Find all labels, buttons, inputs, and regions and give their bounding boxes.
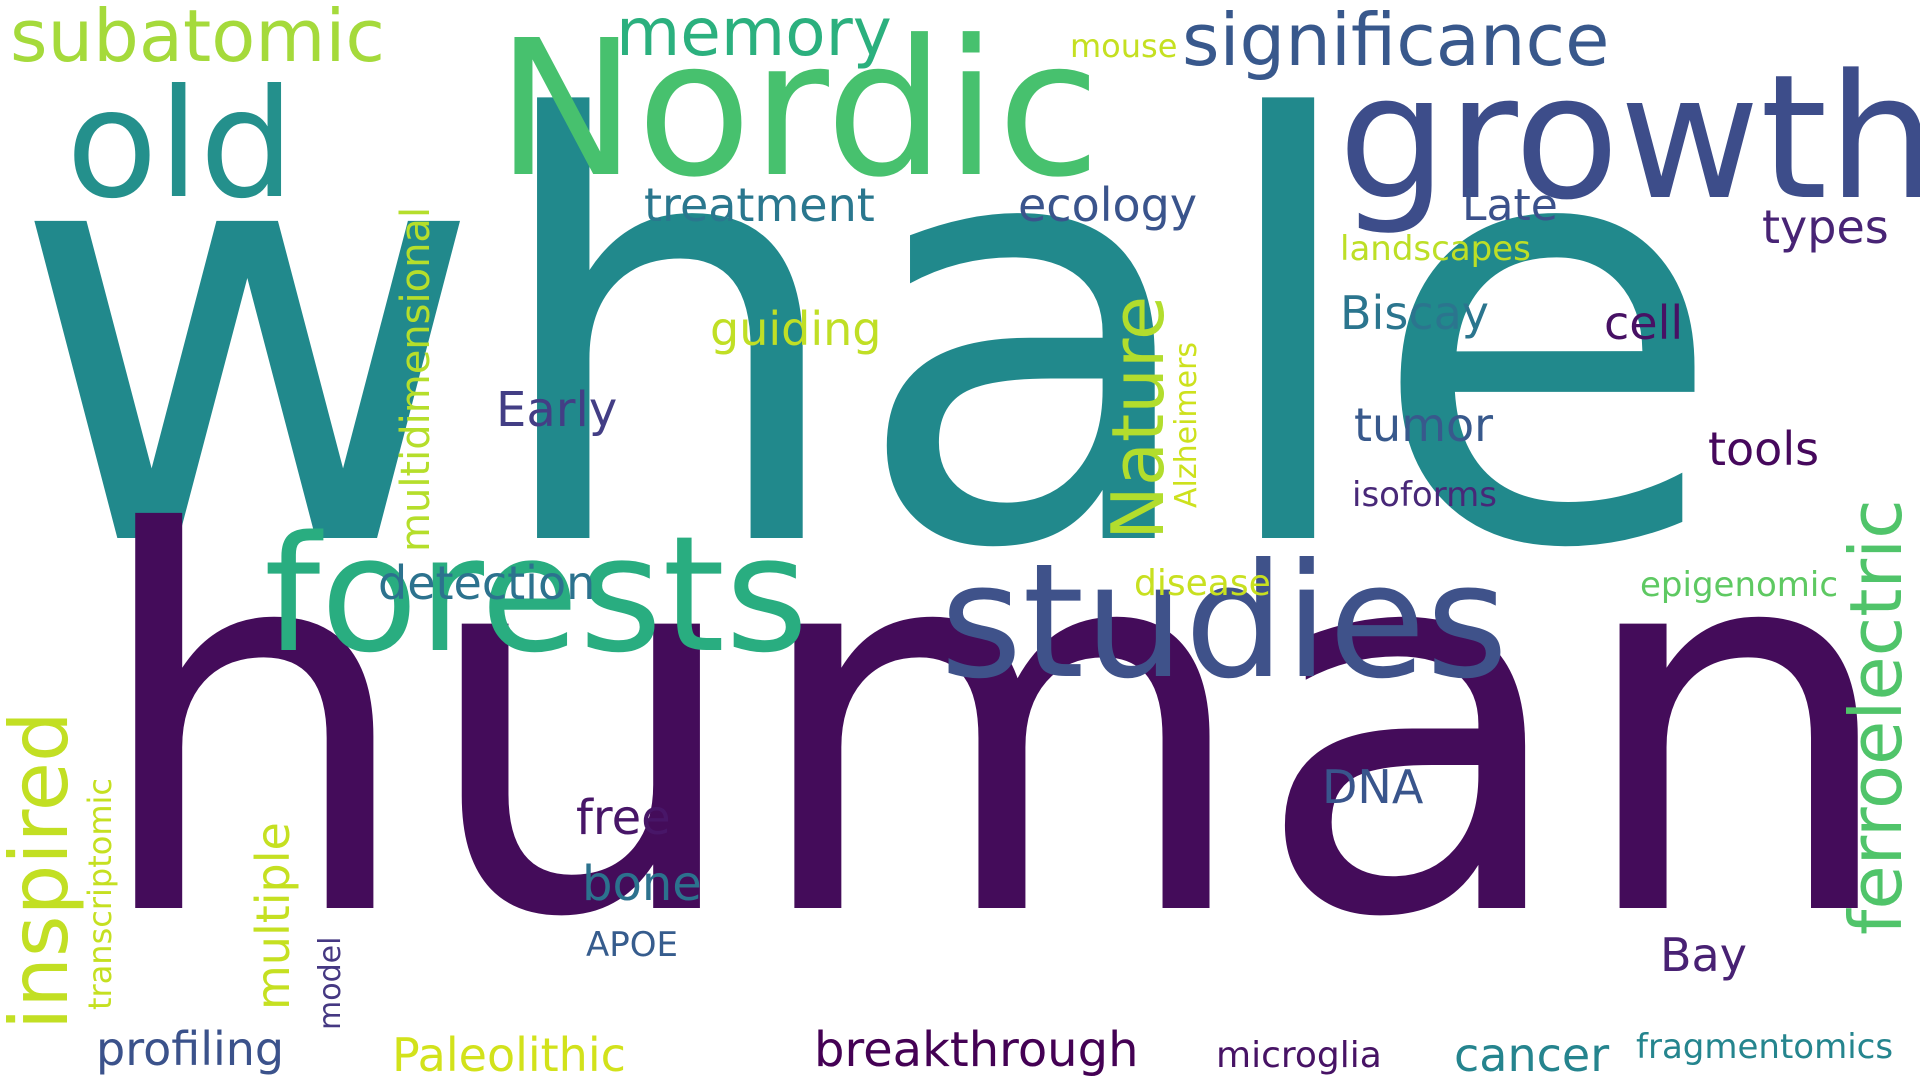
word-multiple: multiple xyxy=(246,822,300,1010)
word-human: human xyxy=(88,425,1902,1031)
word-paleolithic: Paleolithic xyxy=(392,1028,626,1080)
word-cell: cell xyxy=(1604,296,1684,350)
word-subatomic: subatomic xyxy=(10,0,385,78)
word-bay: Bay xyxy=(1660,928,1747,982)
word-ferroelectric: ferroelectric xyxy=(1834,499,1918,935)
word-guiding: guiding xyxy=(710,302,882,356)
word-detection: detection xyxy=(378,556,596,610)
word-alzheimers: Alzheimers xyxy=(1169,341,1204,508)
word-whale: whale xyxy=(10,0,1726,675)
word-epigenomic: epigenomic xyxy=(1640,565,1839,605)
word-cancer: cancer xyxy=(1454,1028,1610,1080)
word-forests: forests xyxy=(264,501,809,688)
word-breakthrough: breakthrough xyxy=(814,1022,1139,1078)
word-tumor: tumor xyxy=(1354,398,1494,452)
word-free: free xyxy=(576,790,671,846)
word-landscapes: landscapes xyxy=(1340,229,1531,269)
word-dna: DNA xyxy=(1322,760,1424,814)
word-transcriptomic: transcriptomic xyxy=(81,778,119,1010)
word-isoforms: isoforms xyxy=(1352,475,1497,515)
word-fragmentomics: fragmentomics xyxy=(1636,1027,1894,1067)
word-multidimensional: multidimensional xyxy=(393,206,439,552)
word-biscay: Biscay xyxy=(1340,286,1490,340)
word-profiling: profiling xyxy=(96,1022,285,1076)
word-tools: tools xyxy=(1708,422,1820,476)
word-nature: Nature xyxy=(1096,295,1180,540)
word-microglia: microglia xyxy=(1216,1035,1382,1076)
word-bone: bone xyxy=(582,856,702,912)
word-inspired: inspired xyxy=(0,711,86,1030)
word-old: old xyxy=(66,58,295,232)
word-ecology: ecology xyxy=(1018,178,1198,232)
word-nordic: Nordic xyxy=(496,0,1101,219)
word-types: types xyxy=(1762,200,1889,254)
word-early: Early xyxy=(496,382,618,438)
word-late: Late xyxy=(1462,180,1558,231)
word-model: model xyxy=(313,936,348,1030)
word-growth: growth xyxy=(1338,37,1920,238)
word-apoe: APOE xyxy=(586,925,679,965)
word-memory: memory xyxy=(616,0,892,71)
word-disease: disease xyxy=(1134,563,1271,604)
word-treatment: treatment xyxy=(644,178,875,232)
word-studies: studies xyxy=(940,530,1509,714)
word-mouse: mouse xyxy=(1070,27,1178,65)
word-significance: significance xyxy=(1182,0,1610,82)
